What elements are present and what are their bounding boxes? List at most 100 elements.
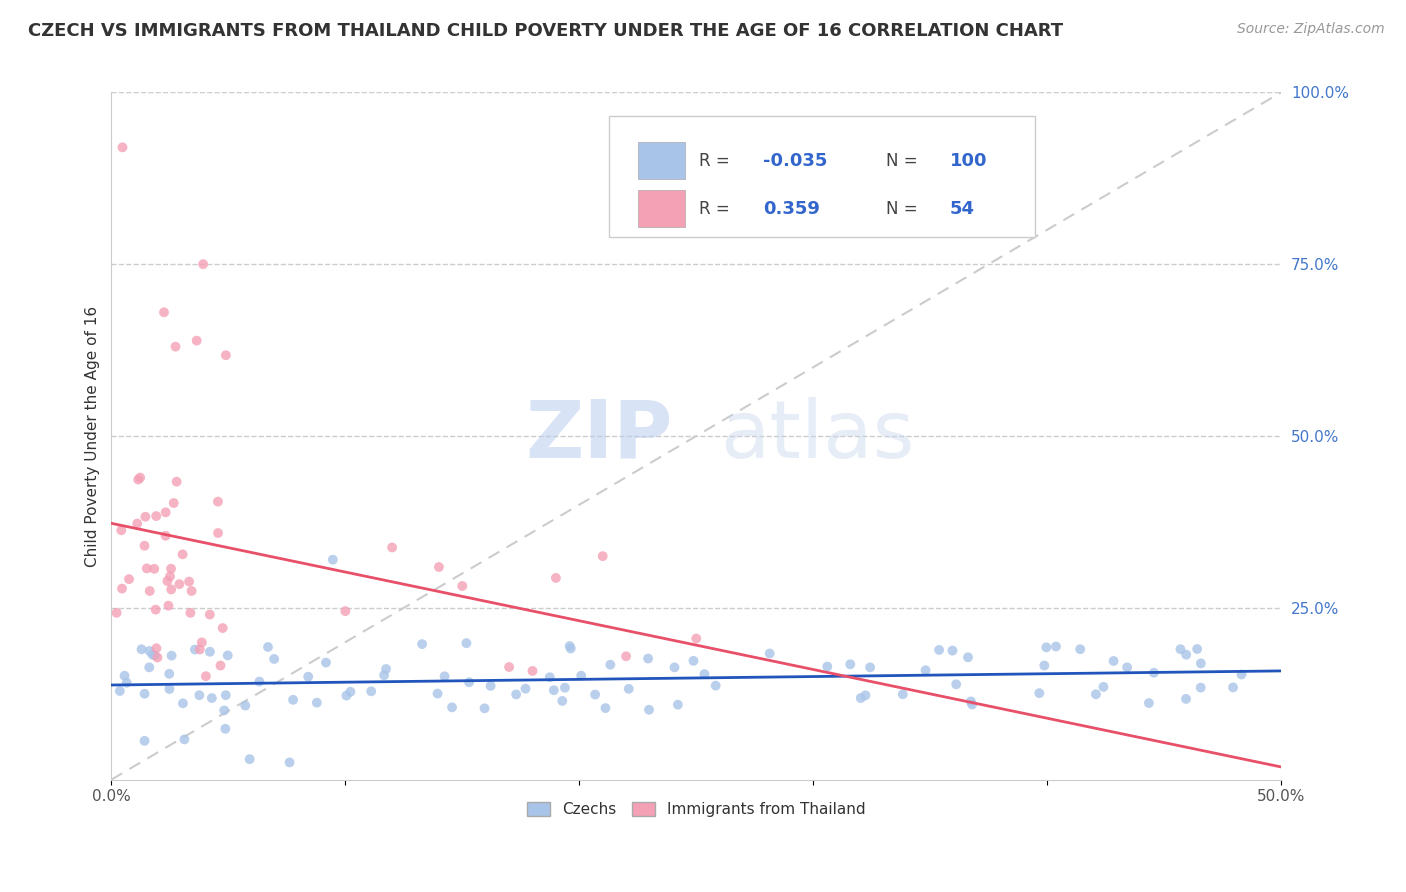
- Point: [960, 694, 983, 708]
- Point: [108, 684, 131, 698]
- Point: [498, 660, 520, 674]
- Point: [163, 496, 186, 510]
- Point: [614, 649, 637, 664]
- Point: [1185, 642, 1208, 657]
- Point: [145, 602, 167, 616]
- Point: [339, 684, 361, 698]
- FancyBboxPatch shape: [638, 142, 685, 179]
- Point: [583, 688, 606, 702]
- Point: [134, 734, 156, 748]
- FancyBboxPatch shape: [609, 117, 1035, 236]
- Text: CZECH VS IMMIGRANTS FROM THAILAND CHILD POVERTY UNDER THE AGE OF 16 CORRELATION : CZECH VS IMMIGRANTS FROM THAILAND CHILD …: [28, 22, 1063, 40]
- Y-axis label: Child Poverty Under the Age of 16: Child Poverty Under the Age of 16: [86, 305, 100, 566]
- Point: [1143, 665, 1166, 680]
- Point: [538, 670, 561, 684]
- Point: [207, 494, 229, 508]
- Point: [458, 675, 481, 690]
- Point: [111, 582, 134, 596]
- Point: [859, 660, 882, 674]
- Point: [558, 639, 581, 653]
- Point: [551, 694, 574, 708]
- Point: [617, 681, 640, 696]
- Point: [479, 679, 502, 693]
- Point: [281, 693, 304, 707]
- Point: [1170, 642, 1192, 657]
- Point: [1230, 667, 1253, 681]
- Point: [157, 666, 180, 681]
- Point: [297, 670, 319, 684]
- Point: [1175, 648, 1198, 662]
- Text: R =: R =: [699, 152, 734, 169]
- Point: [215, 688, 238, 702]
- Point: [891, 687, 914, 701]
- Point: [127, 473, 149, 487]
- Point: [1092, 680, 1115, 694]
- Point: [180, 584, 202, 599]
- Point: [191, 635, 214, 649]
- Point: [704, 679, 727, 693]
- Point: [145, 641, 167, 656]
- Point: [127, 516, 149, 531]
- Point: [207, 526, 229, 541]
- Point: [115, 675, 138, 690]
- Point: [595, 701, 617, 715]
- Text: N =: N =: [886, 200, 922, 218]
- Point: [1102, 654, 1125, 668]
- Text: ZIP: ZIP: [526, 397, 673, 475]
- Point: [685, 632, 707, 646]
- Point: [247, 674, 270, 689]
- Point: [474, 701, 496, 715]
- Text: R =: R =: [699, 200, 734, 218]
- Point: [515, 681, 537, 696]
- Point: [456, 636, 478, 650]
- Point: [451, 579, 474, 593]
- Point: [214, 722, 236, 736]
- Text: -0.035: -0.035: [763, 152, 827, 169]
- Point: [160, 582, 183, 597]
- Point: [849, 691, 872, 706]
- Point: [160, 648, 183, 663]
- Point: [522, 664, 544, 678]
- Point: [381, 541, 404, 555]
- Point: [941, 643, 963, 657]
- Point: [855, 689, 877, 703]
- Text: 54: 54: [950, 200, 976, 218]
- Point: [560, 641, 582, 656]
- Point: [426, 687, 449, 701]
- Point: [188, 642, 211, 657]
- Point: [239, 752, 262, 766]
- Point: [156, 574, 179, 588]
- Point: [1116, 660, 1139, 674]
- Point: [666, 698, 689, 712]
- Point: [179, 574, 201, 589]
- Point: [160, 562, 183, 576]
- Point: [201, 691, 224, 706]
- Point: [960, 698, 983, 712]
- Text: N =: N =: [886, 152, 922, 169]
- Point: [305, 696, 328, 710]
- Point: [194, 669, 217, 683]
- Point: [599, 657, 621, 672]
- Point: [134, 539, 156, 553]
- Point: [135, 561, 157, 575]
- Point: [1189, 657, 1212, 671]
- Point: [157, 681, 180, 696]
- Text: 100: 100: [950, 152, 987, 169]
- Point: [315, 656, 337, 670]
- Point: [172, 696, 194, 710]
- Point: [638, 703, 661, 717]
- Point: [945, 677, 967, 691]
- Point: [111, 140, 134, 154]
- Point: [191, 257, 214, 271]
- Point: [211, 621, 233, 635]
- Point: [134, 687, 156, 701]
- Point: [105, 606, 128, 620]
- FancyBboxPatch shape: [638, 190, 685, 227]
- Point: [1084, 687, 1107, 701]
- Point: [1028, 686, 1050, 700]
- Point: [188, 688, 211, 702]
- Point: [914, 663, 936, 677]
- Point: [1045, 640, 1067, 654]
- Point: [1137, 696, 1160, 710]
- Point: [131, 642, 153, 657]
